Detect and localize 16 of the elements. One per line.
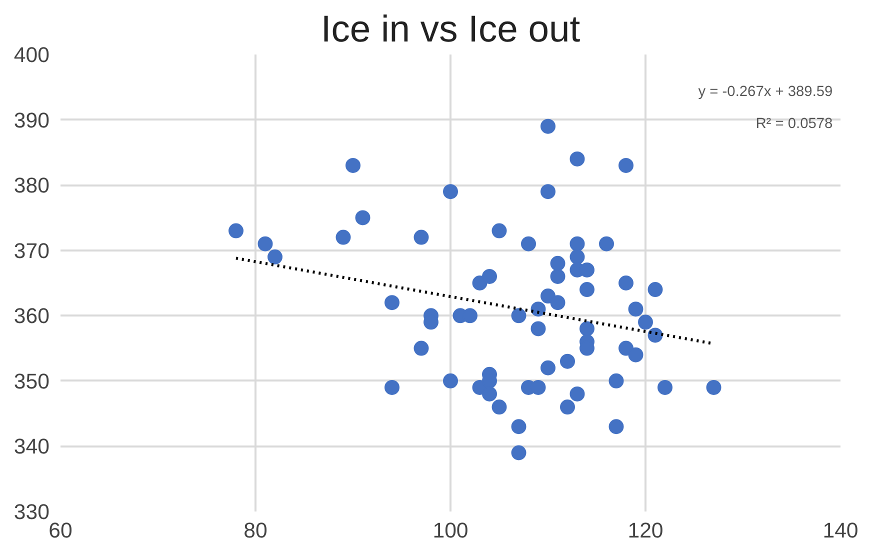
y-tick-label: 340	[14, 434, 50, 459]
y-tick-label: 380	[14, 174, 50, 198]
x-tick-label: 140	[822, 518, 858, 542]
chart-title: Ice in vs Ice out	[320, 8, 581, 50]
x-tick-label: 80	[244, 518, 268, 542]
y-tick-label: 330	[14, 500, 50, 524]
annotation: R² = 0.0578	[756, 116, 833, 132]
x-tick-label: 100	[432, 518, 468, 542]
y-tick-label: 390	[14, 108, 50, 132]
x-tick-label: 120	[628, 518, 664, 542]
y-tick-label: 350	[14, 369, 50, 394]
y-tick-label: 400	[14, 43, 50, 67]
y-tick-label: 370	[14, 238, 50, 263]
y-tick-label: 360	[14, 304, 50, 328]
annotation: y = -0.267x + 389.59	[698, 84, 833, 100]
x-tick-label: 60	[48, 518, 72, 542]
